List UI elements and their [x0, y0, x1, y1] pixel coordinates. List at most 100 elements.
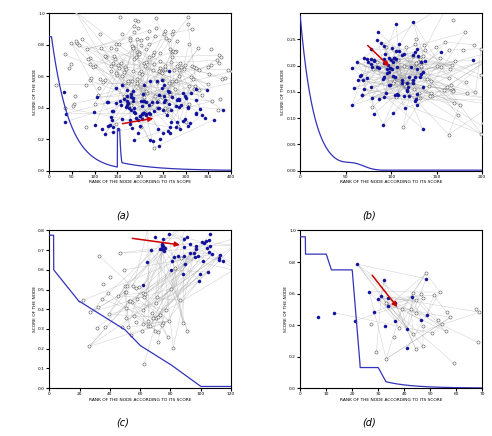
Point — [136, 112, 144, 119]
Point — [153, 78, 161, 85]
Point — [402, 87, 410, 94]
Point — [69, 102, 77, 109]
Point — [99, 281, 107, 288]
Point — [144, 322, 152, 329]
Point — [390, 109, 398, 116]
Point — [408, 293, 416, 300]
Point — [383, 70, 391, 77]
Point — [175, 103, 183, 110]
Point — [142, 98, 150, 105]
Point — [91, 62, 99, 69]
Point — [123, 92, 131, 99]
Point — [357, 72, 365, 79]
Point — [181, 261, 189, 268]
Point — [161, 66, 169, 73]
Point — [374, 295, 382, 302]
Point — [207, 45, 215, 52]
Point — [409, 52, 417, 59]
Point — [134, 24, 142, 31]
Point — [176, 60, 184, 67]
Point — [140, 307, 148, 313]
Point — [186, 213, 194, 220]
Point — [127, 298, 135, 305]
Point — [150, 138, 157, 145]
Point — [190, 64, 198, 71]
Point — [102, 53, 110, 60]
Point — [115, 65, 123, 72]
Point — [407, 64, 415, 71]
Point — [143, 111, 151, 118]
Point — [134, 117, 142, 124]
Point — [429, 330, 436, 337]
Point — [409, 18, 417, 25]
Point — [215, 255, 222, 262]
Point — [380, 60, 388, 67]
Point — [153, 104, 161, 111]
Point — [111, 56, 119, 63]
Point — [140, 97, 148, 104]
Point — [138, 327, 146, 334]
Point — [409, 330, 417, 337]
Point — [132, 54, 140, 61]
Point — [479, 120, 487, 127]
Point — [133, 75, 141, 82]
Point — [97, 44, 105, 51]
Point — [235, 235, 243, 242]
Point — [432, 44, 440, 51]
Point — [387, 57, 395, 64]
Point — [67, 61, 75, 68]
Point — [62, 110, 70, 117]
Point — [119, 82, 126, 89]
Point — [67, 40, 75, 47]
Point — [369, 111, 377, 118]
Point — [141, 62, 149, 69]
Point — [70, 100, 78, 107]
Point — [367, 56, 375, 63]
Point — [207, 242, 215, 249]
Point — [215, 257, 223, 264]
Point — [363, 74, 370, 81]
Point — [446, 314, 454, 321]
Point — [155, 50, 163, 57]
Point — [123, 87, 131, 94]
Point — [194, 45, 202, 52]
Point — [177, 254, 185, 261]
Point — [107, 62, 115, 69]
Point — [370, 56, 378, 63]
Point — [110, 53, 118, 60]
Point — [186, 250, 194, 257]
Point — [416, 56, 424, 63]
Point — [105, 311, 113, 318]
Point — [195, 87, 203, 94]
Point — [422, 270, 430, 277]
Point — [135, 70, 143, 77]
Point — [137, 67, 145, 74]
Point — [115, 61, 123, 68]
Point — [117, 102, 124, 109]
Point — [114, 125, 122, 132]
Point — [123, 102, 131, 109]
Point — [373, 37, 381, 44]
Point — [112, 85, 120, 92]
Point — [443, 309, 451, 316]
Point — [211, 116, 218, 123]
Point — [158, 76, 166, 83]
Point — [217, 54, 225, 61]
Point — [204, 269, 212, 276]
Point — [101, 53, 109, 60]
Point — [129, 282, 137, 289]
Point — [179, 89, 186, 96]
Point — [127, 107, 135, 114]
Point — [168, 48, 176, 55]
Point — [170, 254, 178, 261]
Point — [160, 82, 168, 89]
Point — [392, 48, 400, 55]
Point — [204, 64, 212, 71]
Point — [187, 73, 195, 80]
Point — [106, 273, 114, 280]
Point — [127, 93, 135, 100]
Point — [409, 290, 417, 296]
Point — [156, 311, 164, 318]
Point — [363, 56, 371, 63]
Point — [192, 65, 200, 72]
